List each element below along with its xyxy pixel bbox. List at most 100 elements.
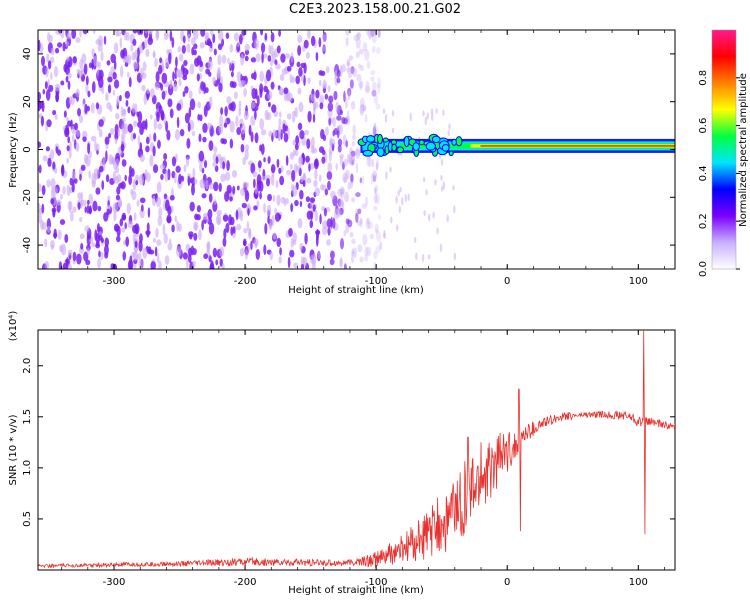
spectrogram-speckle bbox=[338, 207, 344, 216]
spectrogram-speckle bbox=[260, 129, 267, 136]
spectrogram-speckle bbox=[79, 233, 85, 240]
colorbar-tick-label: 0.8 bbox=[698, 70, 709, 86]
spectrogram-speckle bbox=[321, 226, 328, 235]
spectrogram-speckle bbox=[292, 185, 298, 197]
spectrogram-speckle bbox=[267, 156, 271, 164]
spectrogram-speckle bbox=[242, 240, 247, 246]
spectrogram-speckle bbox=[69, 177, 73, 186]
spectrogram-speckle bbox=[334, 208, 340, 220]
spectrogram-speckle bbox=[66, 184, 71, 197]
spectrogram-speckle bbox=[117, 127, 121, 137]
spectrogram-speckle bbox=[339, 198, 344, 208]
spectrogram-speckle bbox=[171, 224, 175, 233]
spectrogram-speckle bbox=[318, 79, 322, 87]
spectrogram-speckle bbox=[253, 71, 257, 81]
spectrogram-speckle bbox=[219, 162, 223, 169]
spectrogram-speckle bbox=[376, 46, 381, 54]
spectrogram-speckle bbox=[68, 201, 72, 214]
colorbar-tick-label: 0.0 bbox=[698, 261, 709, 277]
spectrogram-speckle bbox=[166, 216, 172, 223]
spectrogram-speckle bbox=[204, 87, 209, 94]
spectrogram-speckle bbox=[186, 43, 191, 53]
spectrogram-speckle bbox=[425, 189, 428, 196]
spectrogram-speckle bbox=[253, 178, 256, 189]
spectrogram-speckle bbox=[368, 158, 374, 168]
spectrogram-speckle bbox=[181, 45, 186, 54]
spectrogram-speckle bbox=[133, 120, 137, 128]
spectrogram-speckle bbox=[364, 49, 370, 61]
spectrogram-speckle bbox=[335, 101, 339, 114]
spectrogram-speckle bbox=[365, 30, 370, 36]
spectrogram-speckle bbox=[121, 214, 127, 221]
spectrogram-speckle bbox=[140, 30, 144, 35]
spectrogram-speckle bbox=[367, 30, 373, 39]
spectrogram-speckle bbox=[101, 180, 105, 190]
spectrogram-speckle bbox=[221, 262, 225, 269]
spectrogram-speckle bbox=[220, 137, 225, 144]
spectrogram-speckle bbox=[376, 193, 380, 205]
spectrogram-speckle bbox=[351, 254, 355, 264]
spectrogram-speckle bbox=[397, 189, 400, 197]
spectrogram-speckle bbox=[109, 105, 113, 112]
spectrogram-speckle bbox=[163, 233, 168, 245]
spectrogram-speckle bbox=[67, 80, 71, 90]
spectrogram-speckle bbox=[427, 254, 431, 260]
spectrogram-speckle bbox=[131, 224, 138, 234]
spectrogram-speckle bbox=[239, 210, 244, 222]
spectrogram-speckle bbox=[46, 225, 51, 233]
spectrogram-speckle bbox=[154, 57, 158, 68]
spectrogram-speckle bbox=[236, 71, 242, 82]
spectrogram-speckle bbox=[210, 30, 214, 37]
spectrogram-speckle bbox=[134, 103, 138, 114]
spectrogram-speckle bbox=[264, 222, 268, 235]
colorbar-ticks: 0.0 0.2 0.4 0.6 0.8 bbox=[698, 70, 740, 277]
spectrogram-speckle bbox=[97, 205, 102, 212]
spectrogram-speckle bbox=[222, 214, 229, 222]
spectrogram-speckle bbox=[66, 157, 70, 164]
spectrogram-speckle bbox=[149, 114, 153, 120]
spectrogram-speckle bbox=[86, 247, 90, 256]
spectrogram-speckle bbox=[329, 137, 333, 148]
spectrogram-speckle bbox=[251, 87, 257, 100]
spectrogram-speckle bbox=[259, 70, 265, 82]
spectrogram-speckle bbox=[244, 190, 250, 202]
spectrogram-speckle bbox=[364, 246, 369, 256]
spectrogram-speckle bbox=[373, 122, 377, 131]
spectrogram-speckle bbox=[330, 190, 336, 200]
spectrogram-speckle bbox=[41, 100, 45, 113]
spectrogram-speckle bbox=[199, 114, 203, 122]
spectrogram-speckle bbox=[311, 253, 317, 265]
spectrogram-speckle bbox=[124, 31, 128, 41]
spectrogram-speckle bbox=[116, 95, 120, 106]
spectrogram-speckle bbox=[347, 91, 351, 101]
spectrogram-speckle bbox=[171, 156, 177, 167]
signal-band-blob bbox=[431, 135, 441, 144]
spectrogram-speckle bbox=[119, 218, 124, 227]
spectrogram-speckle bbox=[217, 216, 221, 225]
spectrogram-speckle bbox=[271, 104, 277, 113]
spectrogram-speckle bbox=[240, 53, 245, 66]
spectrogram-speckle bbox=[372, 171, 378, 178]
spectrogram-speckle bbox=[41, 222, 47, 231]
spectrogram-speckle bbox=[347, 87, 352, 97]
spectrogram-speckle bbox=[266, 204, 272, 217]
spectrogram-speckle bbox=[155, 71, 160, 83]
spectrogram-speckle bbox=[336, 69, 341, 78]
spectrogram-speckle bbox=[270, 164, 276, 174]
spectrogram-speckle bbox=[186, 138, 191, 149]
spectrogram-speckle bbox=[230, 71, 234, 78]
spectrogram-speckle bbox=[384, 113, 388, 123]
spectrogram-speckle bbox=[327, 162, 333, 172]
spectrogram-speckle bbox=[276, 194, 281, 206]
spectrogram-speckle bbox=[144, 30, 148, 34]
spectrogram-speckle bbox=[267, 193, 272, 202]
spectrogram-speckle bbox=[50, 198, 55, 205]
spectrogram-speckle bbox=[154, 82, 160, 91]
spectrogram-speckle bbox=[50, 239, 55, 249]
spectrogram-speckle bbox=[169, 108, 174, 119]
spectrogram-speckle bbox=[314, 158, 319, 167]
spectrogram-speckle bbox=[121, 159, 127, 167]
spectrogram-speckle bbox=[58, 244, 64, 253]
spectrogram-speckle bbox=[280, 165, 284, 173]
spectrogram-speckle bbox=[171, 36, 175, 49]
